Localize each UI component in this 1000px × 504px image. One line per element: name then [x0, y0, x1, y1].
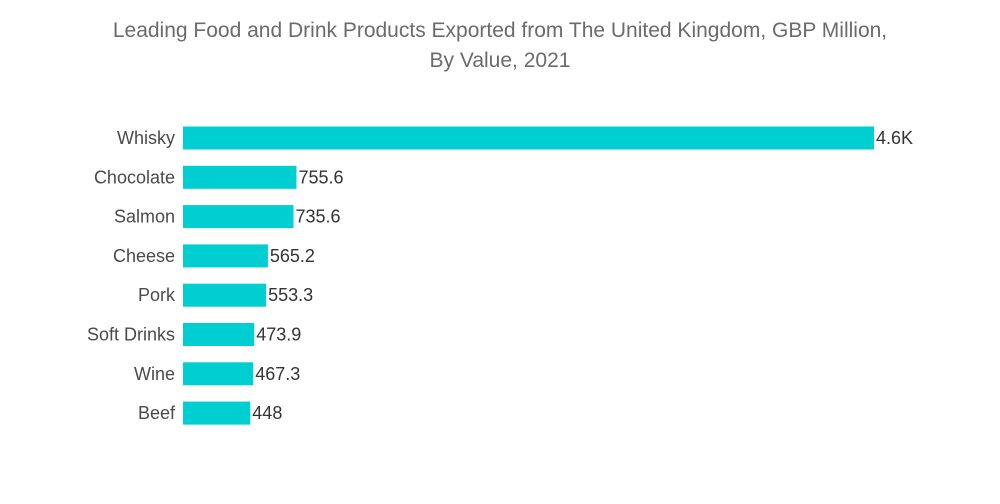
- value-label-salmon: 735.6: [296, 207, 341, 227]
- chart-title-line-1: Leading Food and Drink Products Exported…: [112, 19, 888, 42]
- category-label-pork: Pork: [138, 285, 176, 305]
- bar-beef: [183, 401, 251, 425]
- bar-salmon: [183, 205, 294, 229]
- category-label-chocolate: Chocolate: [94, 167, 175, 187]
- bar-whisky: [183, 126, 874, 150]
- value-label-pork: 553.3: [268, 285, 313, 305]
- bar-pork: [183, 283, 267, 307]
- bar-wine: [183, 362, 254, 386]
- value-label-whisky: 4.6K: [876, 128, 913, 148]
- value-label-chocolate: 755.6: [299, 167, 344, 187]
- chart-title: Leading Food and Drink Products Exported…: [40, 16, 960, 76]
- category-label-soft-drinks: Soft Drinks: [87, 325, 175, 345]
- category-label-beef: Beef: [138, 403, 176, 423]
- category-label-cheese: Cheese: [113, 246, 175, 266]
- bar-cheese: [183, 244, 268, 268]
- value-label-wine: 467.3: [255, 364, 300, 384]
- category-label-wine: Wine: [134, 364, 175, 384]
- bar-soft-drinks: [183, 323, 255, 346]
- chart-title-line-2: By Value, 2021: [429, 49, 571, 72]
- value-label-beef: 448: [252, 403, 282, 423]
- category-label-salmon: Salmon: [114, 207, 175, 227]
- category-label-whisky: Whisky: [117, 128, 175, 148]
- value-label-cheese: 565.2: [270, 246, 315, 266]
- bar-chocolate: [183, 165, 297, 189]
- value-label-soft-drinks: 473.9: [256, 325, 301, 345]
